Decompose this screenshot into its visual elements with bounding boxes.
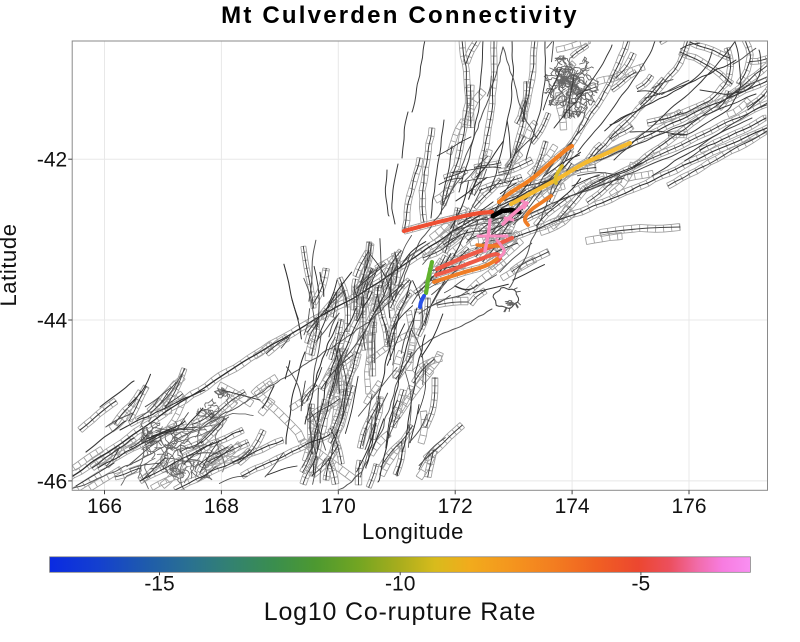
- svg-text:-44: -44: [37, 310, 68, 333]
- svg-text:172: 172: [438, 495, 473, 518]
- svg-text:-10: -10: [385, 573, 415, 596]
- svg-text:Longitude: Longitude: [362, 519, 464, 544]
- svg-text:170: 170: [321, 495, 356, 518]
- svg-text:-46: -46: [37, 470, 67, 493]
- svg-text:-42: -42: [37, 149, 67, 172]
- svg-text:Log10 Co-rupture Rate: Log10 Co-rupture Rate: [264, 598, 537, 626]
- svg-text:176: 176: [671, 495, 706, 518]
- svg-text:-5: -5: [632, 573, 651, 596]
- svg-text:168: 168: [204, 495, 239, 518]
- svg-text:Latitude: Latitude: [0, 223, 21, 306]
- svg-text:174: 174: [555, 495, 590, 518]
- svg-text:166: 166: [87, 495, 122, 518]
- svg-text:-15: -15: [144, 573, 174, 596]
- svg-text:Mt Culverden Connectivity: Mt Culverden Connectivity: [221, 2, 579, 29]
